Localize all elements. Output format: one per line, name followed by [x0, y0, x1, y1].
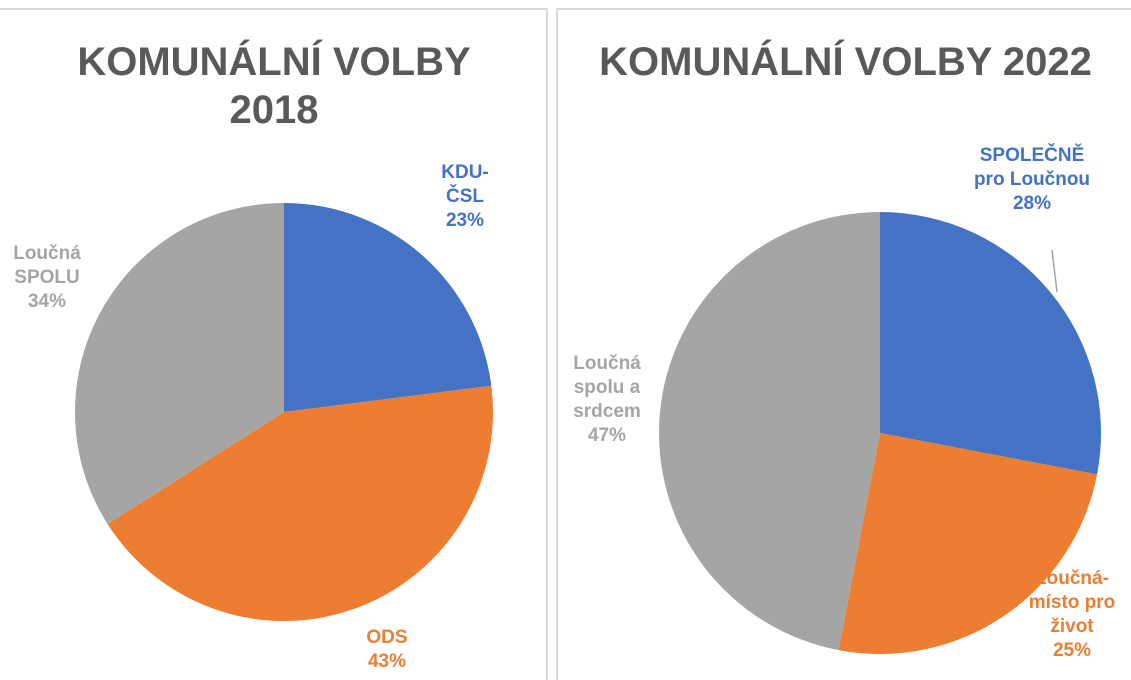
- label-category: SPOLEČNĚ pro Loučnou: [973, 145, 1091, 190]
- panel: [556, 8, 1131, 680]
- pie-slice: [880, 212, 1101, 475]
- label-category: ODS: [366, 627, 408, 648]
- label-value: 43%: [367, 651, 407, 672]
- label-value: 25%: [1052, 640, 1092, 661]
- label-category: Loučná spolu a srdcem: [573, 353, 641, 422]
- pie-slice: [107, 385, 493, 621]
- data-label: Loučná spolu a srdcem 47%: [562, 352, 652, 448]
- pie-slice: [284, 203, 492, 412]
- chart-title: KOMUNÁLNÍ VOLBY 2018: [77, 40, 471, 132]
- data-label: SPOLEČNĚ pro Loučnou 28%: [962, 144, 1102, 216]
- label-value: 23%: [445, 210, 485, 231]
- label-value: 28%: [1012, 193, 1052, 214]
- data-label: Loučná SPOLU 34%: [7, 242, 87, 314]
- data-label: KDU-ČSL 23%: [435, 161, 495, 233]
- label-category: Loučná-místo pro život: [1028, 568, 1116, 637]
- label-value: 47%: [587, 425, 627, 446]
- pie-slice: [75, 203, 284, 524]
- pie-slice: [838, 433, 1098, 654]
- data-label: Loučná-místo pro život 25%: [1028, 567, 1116, 663]
- panel: [0, 8, 548, 680]
- chart-title: KOMUNÁLNÍ VOLBY 2022: [599, 40, 1092, 84]
- leader-line: [1051, 249, 1058, 293]
- label-category: Loučná SPOLU: [13, 243, 81, 288]
- label-value: 34%: [27, 291, 67, 312]
- label-category: KDU-ČSL: [441, 162, 489, 207]
- data-label: ODS 43%: [347, 626, 427, 674]
- pie-slice: [658, 212, 880, 651]
